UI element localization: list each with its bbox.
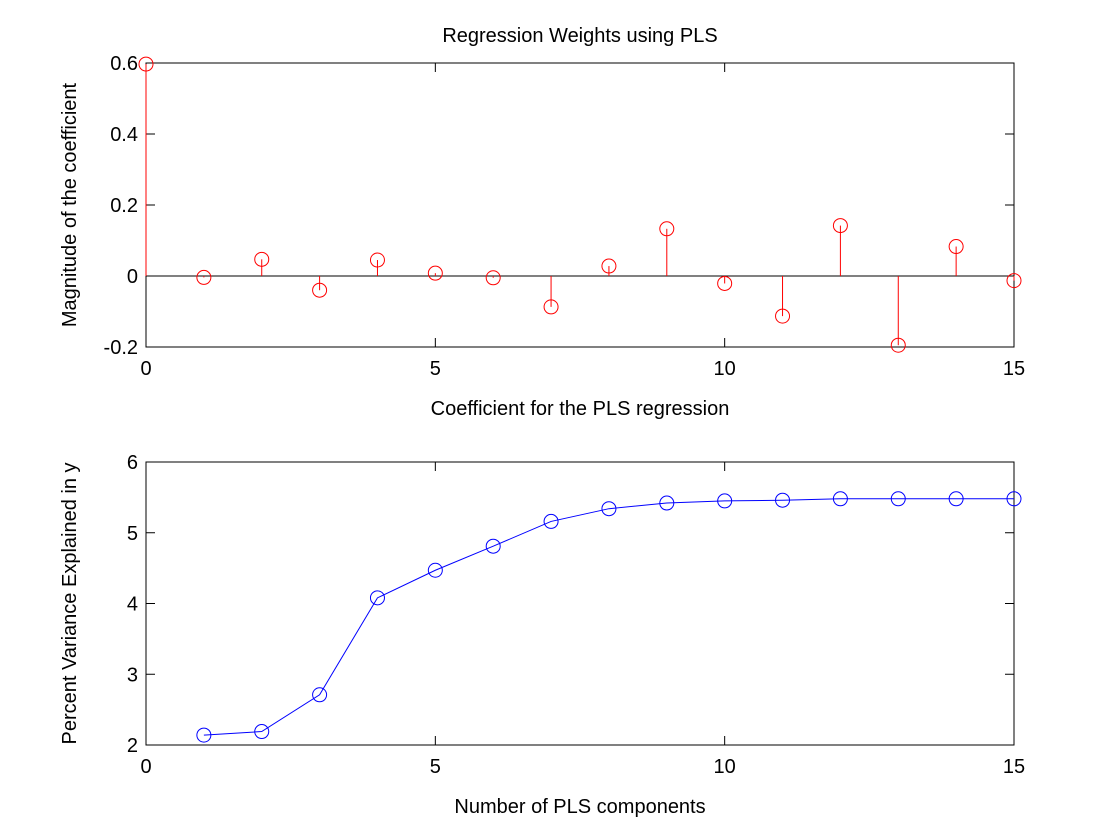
- x-tick-label: 0: [140, 756, 151, 778]
- y-tick-label: 5: [127, 523, 138, 545]
- stem-marker: [601, 258, 617, 274]
- stem-marker: [427, 265, 443, 281]
- series-marker: [485, 538, 501, 554]
- variance-explained-axes: 0 5 10 15 2 3 4 5 6 Number of PLS components Perce…: [59, 452, 1025, 818]
- stem-marker: [138, 56, 154, 72]
- y-tick-label: 2: [127, 735, 138, 757]
- y-tick-label: 0.2: [110, 195, 138, 217]
- series-marker: [717, 493, 733, 509]
- series-marker: [601, 501, 617, 517]
- stem-marker: [196, 269, 212, 285]
- stem-marker: [832, 218, 848, 234]
- stem-marker: [890, 337, 906, 353]
- x-tick-label: 5: [430, 756, 441, 778]
- x-tick-label: 15: [1003, 358, 1025, 380]
- series-line: [203, 498, 1014, 736]
- x-axis-label: Coefficient for the PLS regression: [431, 398, 730, 420]
- y-tick-label: 6: [127, 452, 138, 474]
- series-marker: [948, 491, 964, 507]
- stem-marker: [543, 299, 559, 315]
- series-marker: [196, 727, 212, 743]
- series-marker: [890, 491, 906, 507]
- y-tick-label: 0: [127, 266, 138, 288]
- y-axis-label: Percent Variance Explained in y: [59, 462, 81, 744]
- series-marker: [832, 491, 848, 507]
- series-marker: [659, 495, 675, 511]
- series-marker: [543, 513, 559, 529]
- y-tick-label: 0.4: [110, 124, 138, 146]
- series-marker: [369, 590, 385, 606]
- axes-frame: [145, 461, 1015, 746]
- stem-marker: [254, 251, 270, 267]
- x-tick-label: 0: [140, 358, 151, 380]
- x-tick-label: 10: [714, 358, 736, 380]
- stem-marker: [485, 270, 501, 286]
- stem-marker: [1006, 273, 1022, 289]
- x-tick-label: 15: [1003, 756, 1025, 778]
- series-marker: [1006, 491, 1022, 507]
- x-tick-label: 5: [430, 358, 441, 380]
- stem-marker: [659, 221, 675, 237]
- chart-title: Regression Weights using PLS: [442, 25, 717, 47]
- y-tick-label: -0.2: [104, 337, 138, 359]
- stem-marker: [312, 282, 328, 298]
- stem-marker: [717, 275, 733, 291]
- series-marker: [775, 492, 791, 508]
- y-tick-label: 3: [127, 664, 138, 686]
- stem-marker: [775, 308, 791, 324]
- y-tick-label: 0.6: [110, 53, 138, 75]
- series-marker: [312, 687, 328, 703]
- axes-frame: [145, 62, 1015, 348]
- stem-marker: [369, 252, 385, 268]
- stem-marker: [948, 239, 964, 255]
- y-tick-label: 4: [127, 594, 138, 616]
- series-marker: [427, 562, 443, 578]
- series-marker: [254, 724, 270, 740]
- y-axis-label: Magnitude of the coefficient: [59, 82, 81, 327]
- x-axis-label: Number of PLS components: [454, 796, 705, 818]
- x-tick-label: 10: [714, 756, 736, 778]
